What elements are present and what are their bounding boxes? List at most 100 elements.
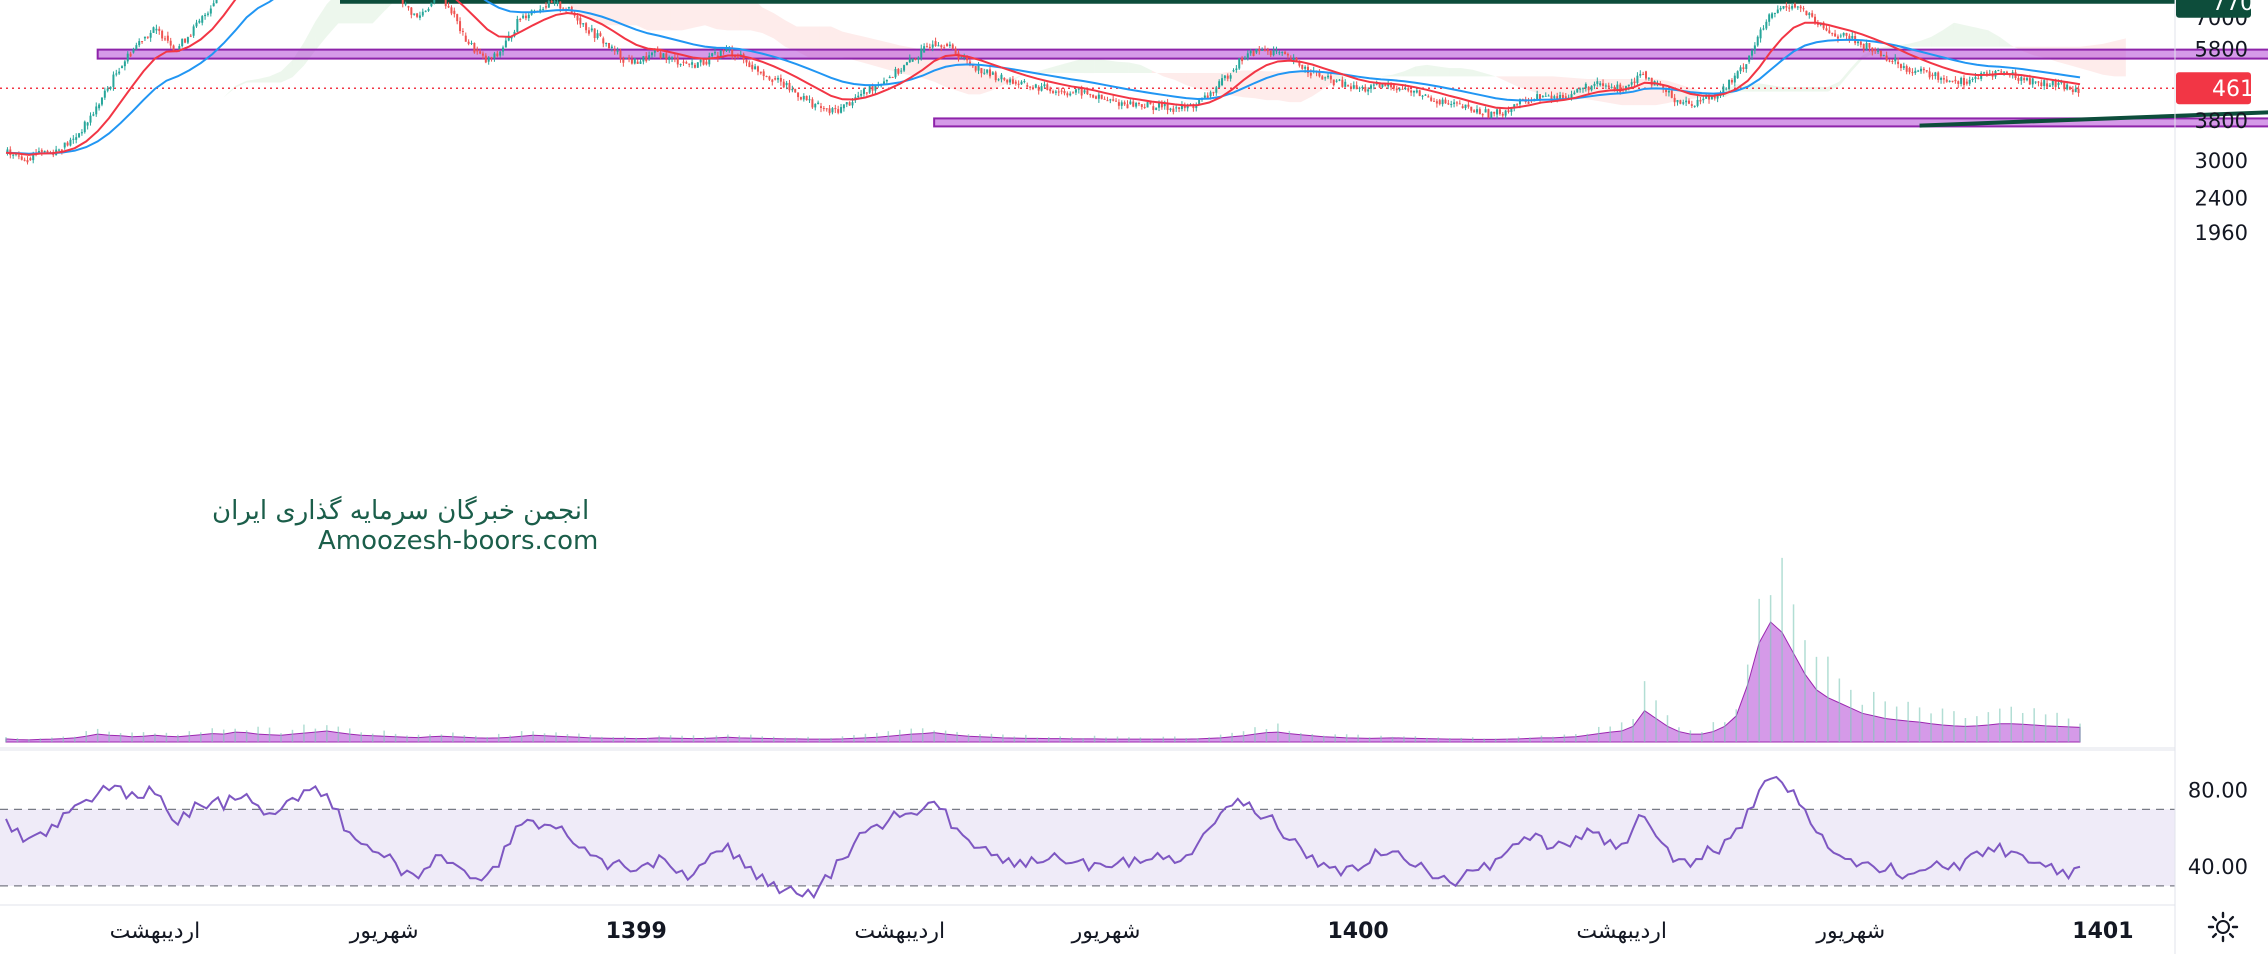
candle-body: [1716, 95, 1719, 99]
candle-body: [83, 121, 86, 133]
candle-body: [1831, 33, 1834, 35]
candle-body: [473, 42, 476, 53]
cloud-segment: [1323, 71, 1336, 89]
candle-body: [1613, 86, 1616, 91]
candle-body: [1728, 79, 1731, 89]
candle-body: [1040, 86, 1043, 91]
cloud-segment: [258, 76, 270, 83]
cloud-segment: [1415, 64, 1427, 77]
candle-body: [1037, 86, 1040, 91]
support-resistance-zones[interactable]: [96, 48, 2268, 128]
price-axis[interactable]: 1800014000110009000700058003800300024001…: [2174, 0, 2268, 954]
candle-body: [1183, 104, 1186, 109]
candle-body: [78, 133, 81, 138]
candle-body: [1670, 90, 1673, 98]
candle-body: [1604, 85, 1607, 87]
candle-body: [648, 55, 651, 59]
candle-body: [1341, 79, 1344, 87]
candle-body: [1106, 100, 1109, 102]
candle-body: [1338, 79, 1341, 81]
candle-body: [1284, 51, 1287, 55]
candle-body: [206, 13, 209, 15]
candlestick-series[interactable]: [6, 0, 2080, 165]
candle-body: [1662, 85, 1665, 90]
candle-body: [453, 10, 456, 15]
candle-body: [461, 30, 464, 32]
candle-body: [1722, 86, 1725, 93]
candle-body: [1647, 77, 1650, 79]
candle-body: [2023, 78, 2026, 81]
candle-body: [1215, 87, 1218, 93]
candle-body: [1129, 101, 1132, 105]
candle-body: [1925, 70, 1928, 72]
cloud-segment: [968, 58, 980, 95]
candle-body: [1155, 107, 1158, 110]
candle-body: [1049, 88, 1052, 92]
time-axis[interactable]: اردیبهشت شهریور 1399 اردیبهشت شهریور 1400 اردی…: [110, 919, 2268, 944]
candle-body: [507, 35, 510, 41]
candle-body: [905, 62, 908, 66]
watermark-url: Amoozesh-boors.com: [318, 526, 599, 556]
candle-body: [1097, 94, 1100, 99]
candle-body: [1066, 93, 1069, 96]
candle-body: [2063, 81, 2066, 90]
candle-body: [1395, 88, 1398, 91]
candle-body: [696, 62, 699, 68]
candle-body: [1398, 88, 1401, 91]
candle-body: [516, 18, 519, 32]
cloud-segment: [1472, 69, 1485, 77]
cloud-segment: [636, 0, 648, 31]
ascending-trendline[interactable]: [1919, 97, 2268, 128]
candle-body: [1610, 86, 1613, 88]
cloud-segment: [1266, 71, 1278, 101]
candle-body: [948, 44, 951, 47]
candle-body: [1828, 30, 1831, 34]
candle-body: [6, 149, 9, 153]
candle-body: [1742, 67, 1745, 70]
candle-body: [86, 122, 89, 126]
candle-body: [991, 72, 994, 75]
candle-body: [470, 42, 473, 44]
candle-body: [129, 53, 132, 57]
candle-body: [1160, 102, 1163, 108]
candle-body: [1080, 88, 1083, 96]
cloud-segment: [1209, 73, 1221, 95]
candle-body: [1536, 94, 1539, 100]
cloud-segment: [1128, 62, 1141, 74]
price-tick-label: 3000: [2195, 149, 2248, 173]
candle-body: [1687, 100, 1690, 104]
candle-body: [799, 97, 802, 100]
cloud-segment: [1976, 27, 1989, 47]
candle-body: [198, 20, 201, 23]
candle-body: [1808, 13, 1811, 16]
cloud-segment: [1094, 58, 1107, 74]
candle-body: [1799, 6, 1802, 9]
candle-body: [1410, 90, 1413, 93]
candle-body: [1541, 95, 1544, 97]
candle-body: [1178, 107, 1181, 109]
candle-body: [542, 8, 545, 10]
candle-body: [152, 27, 155, 33]
candle-body: [814, 104, 817, 108]
candle-body: [1450, 104, 1453, 106]
candle-body: [1358, 87, 1361, 89]
candle-body: [209, 8, 212, 14]
candle-body: [1914, 70, 1917, 74]
candle-body: [1355, 85, 1358, 90]
cloud-segment: [338, 0, 350, 24]
candle-body: [63, 142, 66, 148]
candle-body: [794, 88, 797, 93]
candle-body: [1928, 71, 1931, 78]
rsi-panel[interactable]: [0, 749, 2175, 906]
candle-body: [576, 15, 579, 21]
candle-body: [768, 76, 771, 80]
candle-body: [1974, 76, 1977, 79]
candle-body: [662, 53, 665, 59]
cloud-segment: [1071, 58, 1084, 74]
candle-body: [2054, 80, 2057, 87]
candle-body: [1344, 81, 1347, 87]
settings-icon[interactable]: [2206, 910, 2240, 944]
candle-body: [825, 108, 828, 110]
candle-body: [1226, 75, 1229, 79]
